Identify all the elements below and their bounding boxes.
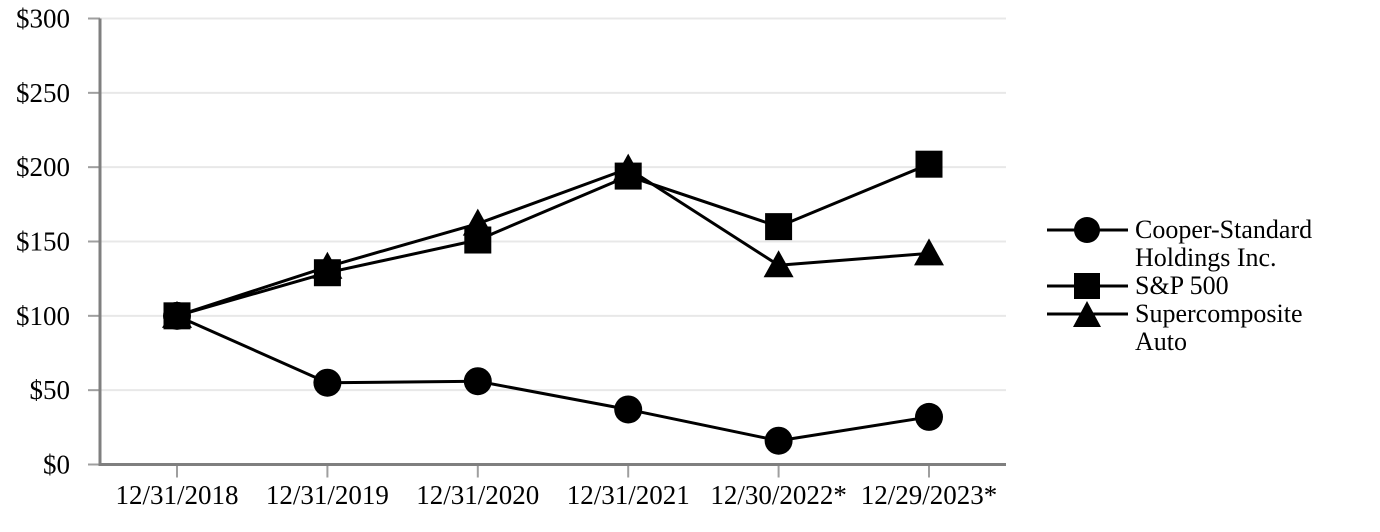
data-point-circle xyxy=(915,402,943,431)
series-line-square xyxy=(176,162,930,318)
data-point-triangle xyxy=(763,250,794,278)
square-marker-icon xyxy=(1047,273,1128,299)
legend-label-cooper-standard: Cooper-Standard Holdings Inc. xyxy=(1135,215,1313,272)
legend-label-supercomposite-auto: Supercomposite Auto xyxy=(1135,299,1303,356)
data-point-circle xyxy=(764,426,793,455)
data-point-triangle xyxy=(914,238,944,266)
legend: Cooper-Standard Holdings Inc. S&P 500 Su… xyxy=(1045,216,1365,356)
x-axis-label: 12/30/2022* xyxy=(710,480,847,510)
x-axis-label: 12/31/2019 xyxy=(266,480,389,510)
series-line-circle xyxy=(176,314,930,443)
data-point-square xyxy=(614,162,642,190)
data-point-square xyxy=(915,150,943,178)
x-axis-label: 12/31/2018 xyxy=(115,480,238,510)
data-point-circle xyxy=(463,367,492,396)
y-axis-label: $150 xyxy=(16,227,70,257)
data-point-square xyxy=(163,302,191,330)
y-axis-label: $250 xyxy=(16,78,70,108)
circle-marker-icon xyxy=(1047,217,1128,243)
data-point-square xyxy=(464,226,492,254)
y-axis-label: $50 xyxy=(30,375,71,405)
data-point-circle xyxy=(614,395,643,424)
legend-item-supercomposite-auto: Supercomposite Auto xyxy=(1045,300,1365,356)
legend-item-sp500: S&P 500 xyxy=(1045,272,1365,300)
data-point-square xyxy=(313,259,341,287)
y-axis-label: $100 xyxy=(16,301,70,331)
data-point-circle xyxy=(313,368,342,397)
x-axis-label: 12/31/2021 xyxy=(567,480,690,510)
x-axis-label: 12/31/2020 xyxy=(416,480,539,510)
triangle-marker-icon xyxy=(1047,301,1128,327)
legend-item-cooper-standard: Cooper-Standard Holdings Inc. xyxy=(1045,216,1365,272)
x-axis-label: 12/29/2023* xyxy=(861,480,998,510)
y-axis-label: $300 xyxy=(16,4,70,34)
y-axis-label: $0 xyxy=(43,450,70,480)
y-axis-label: $200 xyxy=(16,152,70,182)
legend-label-sp500: S&P 500 xyxy=(1135,271,1229,300)
series-line-triangle xyxy=(176,167,930,318)
data-point-square xyxy=(765,213,793,241)
